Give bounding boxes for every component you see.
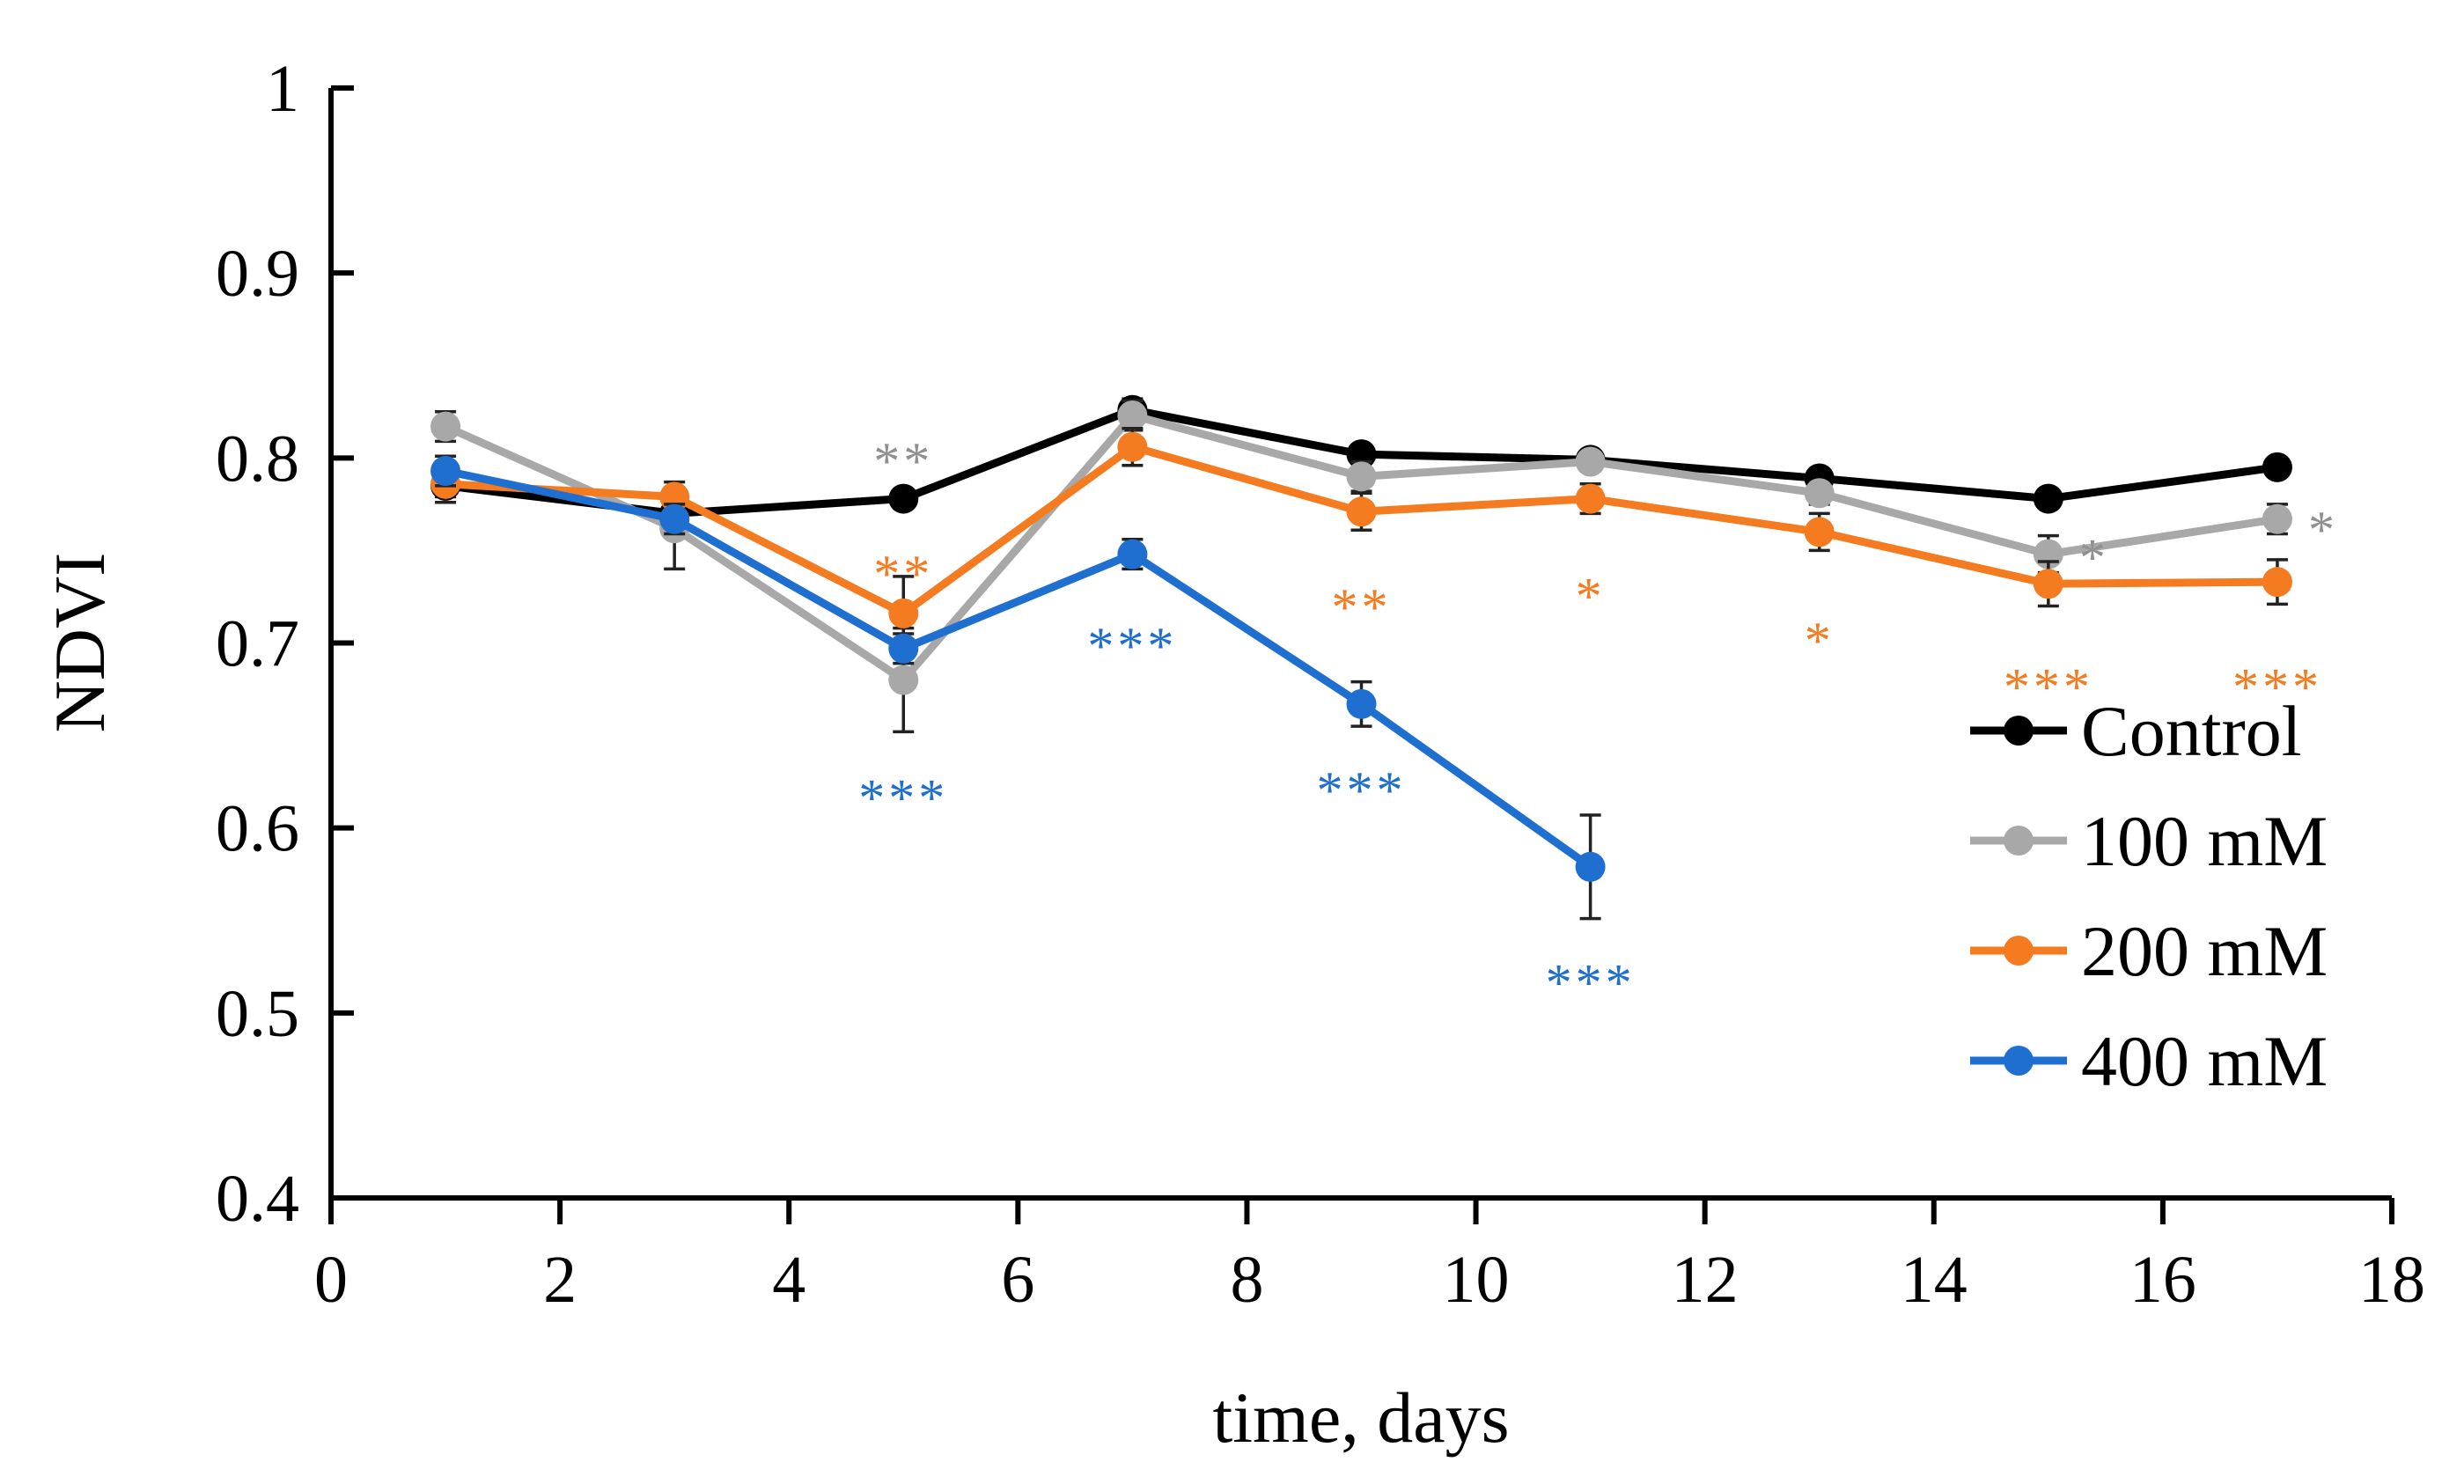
legend-label: 400 mM [2081, 1021, 2328, 1101]
significance-annotations: **************************** [858, 432, 2338, 1012]
y-tick-label: 0.6 [216, 792, 299, 866]
x-tick-label: 8 [1230, 1243, 1263, 1317]
x-tick-label: 12 [1672, 1243, 1739, 1317]
x-tick-label: 14 [1901, 1243, 1968, 1317]
data-point [1575, 446, 1606, 477]
data-point [659, 503, 690, 534]
y-tick-label: 1 [266, 52, 299, 126]
data-point [430, 411, 461, 442]
x-tick-label: 16 [2129, 1243, 2196, 1317]
data-point [1346, 461, 1377, 492]
y-tick-label: 0.8 [216, 422, 299, 496]
significance-marker: *** [1087, 617, 1177, 675]
significance-marker: *** [1546, 954, 1636, 1012]
data-point [2262, 567, 2292, 598]
significance-marker: * [1805, 612, 1835, 670]
data-point [888, 633, 919, 664]
significance-marker: ** [1332, 578, 1392, 636]
y-tick-label: 0.9 [216, 237, 299, 311]
significance-marker: *** [2004, 658, 2093, 716]
data-point [888, 665, 919, 695]
legend-swatch-marker [2004, 936, 2034, 966]
x-tick-label: 18 [2358, 1243, 2425, 1317]
series-200-mm [430, 426, 2292, 652]
legend-label: Control [2081, 691, 2302, 771]
significance-marker: ** [873, 545, 933, 603]
legend-swatch-marker [2004, 1046, 2034, 1076]
legend: Control 100 mM 200 mM 400 mM [1970, 691, 2328, 1101]
axis-ticks: 0 2 4 6 8 10 12 14 16 18 0.4 0.5 0.6 0.7 0.8 0.9 1 [216, 52, 2425, 1317]
y-tick-label: 0.7 [216, 607, 299, 681]
data-point [1117, 539, 1148, 569]
significance-marker: *** [1317, 761, 1407, 819]
data-point [1575, 851, 1606, 882]
x-axis-title: time, days [1212, 1377, 1509, 1458]
significance-marker: *** [2232, 658, 2322, 716]
significance-marker: * [1576, 567, 1606, 625]
data-point [2033, 569, 2063, 599]
y-tick-label: 0.5 [216, 977, 299, 1051]
legend-swatch-marker [2004, 826, 2034, 856]
significance-marker: * [2079, 528, 2109, 586]
data-point [888, 598, 919, 628]
y-tick-label: 0.4 [216, 1162, 299, 1236]
series-group [430, 394, 2292, 921]
data-point [1346, 688, 1377, 719]
data-point [2262, 452, 2292, 482]
significance-marker: * [2308, 501, 2338, 559]
significance-marker: ** [873, 432, 933, 490]
significance-marker: *** [858, 769, 948, 827]
data-point [430, 456, 461, 487]
x-tick-label: 4 [772, 1243, 805, 1317]
data-point [888, 483, 919, 514]
data-point [1117, 400, 1148, 430]
data-point [2262, 503, 2292, 534]
data-point [1804, 517, 1835, 547]
data-point [1346, 496, 1377, 527]
data-point [1575, 483, 1606, 514]
x-tick-label: 2 [543, 1243, 577, 1317]
series-line [445, 467, 1593, 871]
data-point [1117, 431, 1148, 462]
x-tick-label: 6 [1001, 1243, 1034, 1317]
data-point [2033, 483, 2063, 514]
series-400-mm [430, 454, 1606, 921]
y-axis-title: NDVI [40, 553, 120, 733]
legend-label: 200 mM [2081, 911, 2328, 991]
legend-label: 100 mM [2081, 801, 2328, 881]
data-point [1804, 478, 1835, 509]
legend-swatch-marker [2004, 716, 2034, 746]
x-tick-label: 0 [314, 1243, 348, 1317]
x-tick-label: 10 [1443, 1243, 1510, 1317]
